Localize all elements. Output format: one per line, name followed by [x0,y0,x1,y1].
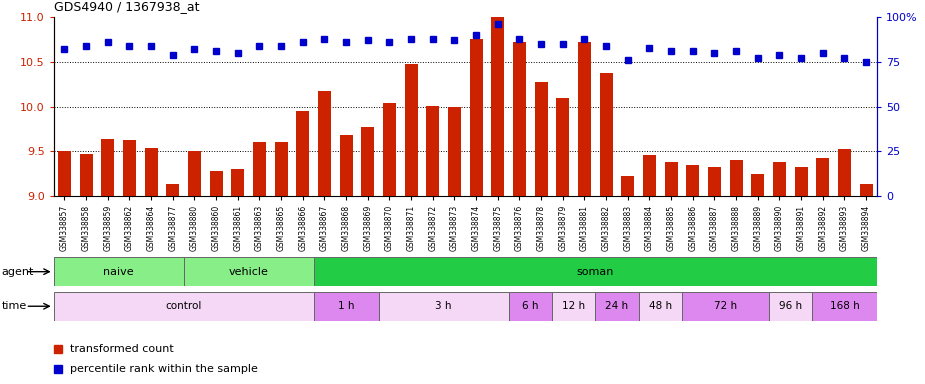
Bar [54,257,184,286]
Bar [812,292,877,321]
Bar [795,167,808,196]
Text: 168 h: 168 h [830,301,859,311]
Text: 72 h: 72 h [714,301,737,311]
Text: 48 h: 48 h [648,301,672,311]
Text: 96 h: 96 h [779,301,802,311]
Bar [448,107,461,196]
Text: 6 h: 6 h [522,301,538,311]
Text: 3 h: 3 h [436,301,451,311]
Bar [686,165,699,196]
Bar [275,142,288,196]
Bar [184,257,314,286]
Bar [253,142,266,196]
Bar [314,292,378,321]
Bar [318,91,331,196]
Bar [54,292,314,321]
Text: agent: agent [2,266,34,277]
Bar [622,176,635,196]
Bar [838,149,851,196]
Bar [773,162,786,196]
Bar [362,127,375,196]
Bar [708,167,721,196]
Bar [404,64,417,196]
Bar [296,111,309,196]
Bar [166,184,179,196]
Text: time: time [2,301,27,311]
Bar [188,151,201,196]
Text: 12 h: 12 h [562,301,586,311]
Bar [383,103,396,196]
Bar [513,42,526,196]
Text: 24 h: 24 h [605,301,628,311]
Bar [552,292,596,321]
Bar [210,171,223,196]
Bar [509,292,552,321]
Bar [339,135,352,196]
Bar [599,73,612,196]
Bar [664,162,678,196]
Bar [123,141,136,196]
Bar [58,151,71,196]
Bar [859,184,872,196]
Bar [556,98,569,196]
Bar [751,174,764,196]
Bar [378,292,509,321]
Text: vehicle: vehicle [228,266,268,277]
Text: GDS4940 / 1367938_at: GDS4940 / 1367938_at [54,0,199,13]
Text: 1 h: 1 h [338,301,354,311]
Bar [491,17,504,196]
Bar [578,42,591,196]
Bar [80,154,93,196]
Bar [144,147,157,196]
Bar [816,158,829,196]
Bar [231,169,244,196]
Bar [102,139,115,196]
Bar [682,292,769,321]
Text: soman: soman [576,266,614,277]
Bar [596,292,638,321]
Bar [426,106,439,196]
Bar [643,155,656,196]
Text: control: control [166,301,202,311]
Bar [730,160,743,196]
Text: percentile rank within the sample: percentile rank within the sample [70,364,258,374]
Text: naive: naive [104,266,134,277]
Bar [769,292,812,321]
Bar [638,292,682,321]
Bar [470,39,483,196]
Text: transformed count: transformed count [70,344,174,354]
Bar [535,83,548,196]
Bar [314,257,877,286]
